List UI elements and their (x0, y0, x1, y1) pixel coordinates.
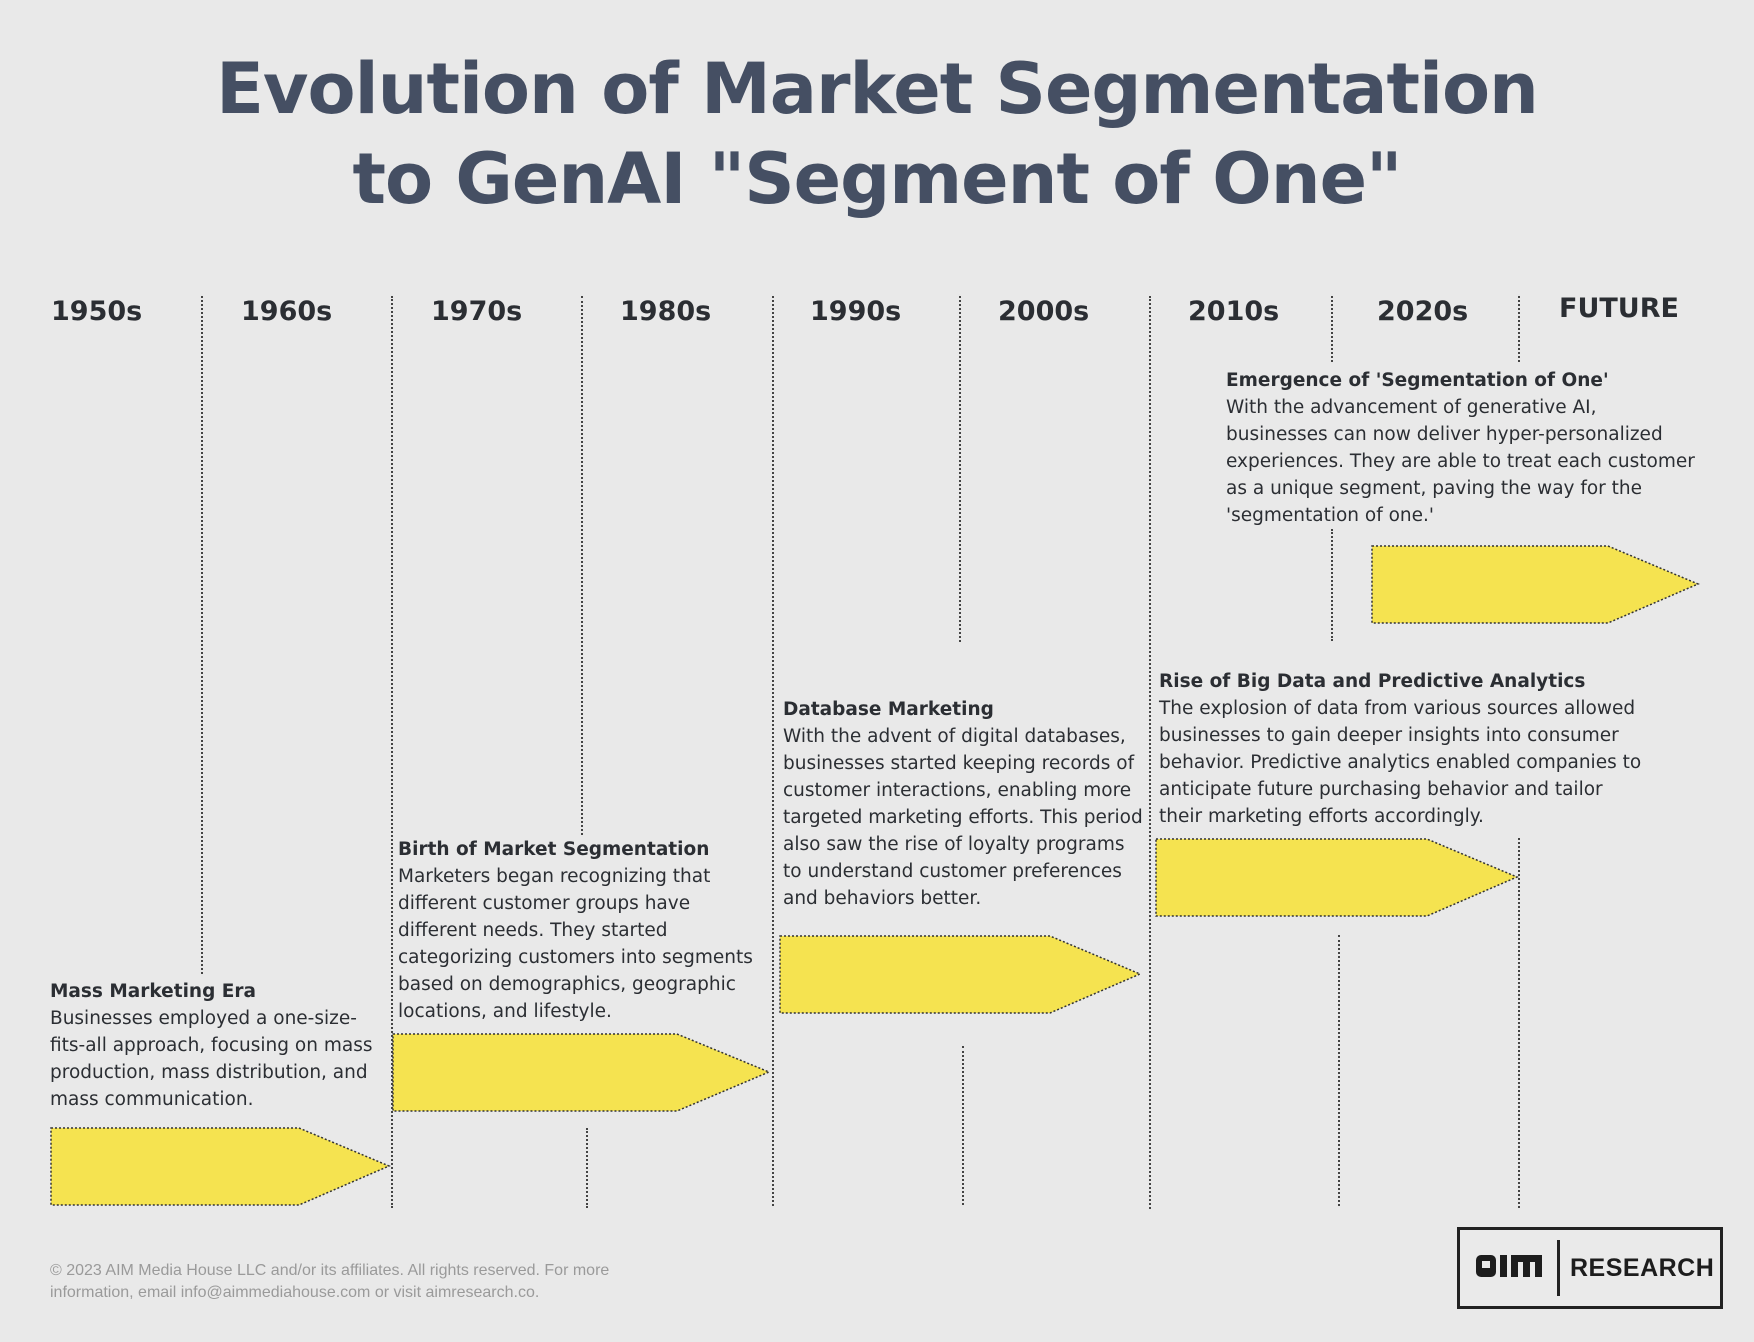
title-line-2: to GenAI "Segment of One" (352, 138, 1402, 220)
copyright-footer: © 2023 AIM Media House LLC and/or its af… (50, 1262, 610, 1301)
decade-1950s: 1950s (51, 296, 143, 327)
divider-line (1149, 296, 1151, 1209)
event-mass-marketing: Mass Marketing Era Businesses employed a… (50, 978, 380, 1113)
divider-line (1518, 838, 1520, 1208)
decade-2010s: 2010s (1188, 296, 1280, 327)
divider-line (581, 296, 583, 835)
event-title: Rise of Big Data and Predictive Analytic… (1159, 671, 1586, 692)
event-birth-of-segmentation: Birth of Market Segmentation Marketers b… (398, 836, 770, 1025)
logo-separator (1557, 1240, 1560, 1296)
decade-1990s: 1990s (810, 296, 902, 327)
decade-1980s: 1980s (620, 296, 712, 327)
decade-2020s: 2020s (1377, 296, 1469, 327)
divider-line (201, 296, 203, 974)
decade-1970s: 1970s (431, 296, 523, 327)
event-description: With the advancement of generative AI, b… (1226, 397, 1695, 526)
event-database-marketing: Database Marketing With the advent of di… (783, 696, 1143, 912)
event-description: With the advent of digital databases, bu… (783, 726, 1143, 909)
logo-wordmark: RESEARCH (1570, 1254, 1715, 1282)
timeline-arrow-1990s (779, 935, 1142, 1014)
event-title: Emergence of 'Segmentation of One' (1226, 370, 1609, 391)
divider-line (586, 1128, 588, 1208)
event-description: Marketers began recognizing that differe… (398, 866, 753, 1022)
event-title: Mass Marketing Era (50, 981, 257, 1002)
divider-line (1338, 935, 1340, 1206)
event-description: The explosion of data from various sourc… (1159, 698, 1642, 827)
aim-logo-mark (1476, 1255, 1542, 1277)
event-big-data: Rise of Big Data and Predictive Analytic… (1159, 668, 1649, 830)
divider-line (962, 1046, 964, 1205)
decade-2000s: 2000s (998, 296, 1090, 327)
event-segmentation-of-one: Emergence of 'Segmentation of One' With … (1226, 367, 1704, 529)
timeline-arrow-2020s (1371, 545, 1700, 624)
divider-line (391, 296, 393, 1208)
page-title: Evolution of Market Segmentation to GenA… (0, 44, 1754, 224)
event-title: Database Marketing (783, 699, 994, 720)
title-line-1: Evolution of Market Segmentation (216, 48, 1539, 130)
divider-line (1331, 529, 1333, 641)
aim-research-logo: RESEARCH (1457, 1227, 1723, 1309)
decade-future: FUTURE (1559, 293, 1679, 324)
divider-line (772, 296, 774, 1206)
divider-line (959, 296, 961, 642)
divider-line (1331, 296, 1333, 362)
event-description: Businesses employed a one-size-fits-all … (50, 1008, 373, 1110)
decade-1960s: 1960s (241, 296, 333, 327)
event-title: Birth of Market Segmentation (398, 839, 710, 860)
divider-line (1518, 296, 1520, 362)
timeline-arrow-1950s (50, 1127, 391, 1206)
timeline-arrow-2010s (1155, 838, 1519, 917)
timeline-arrow-1970s (392, 1033, 771, 1112)
